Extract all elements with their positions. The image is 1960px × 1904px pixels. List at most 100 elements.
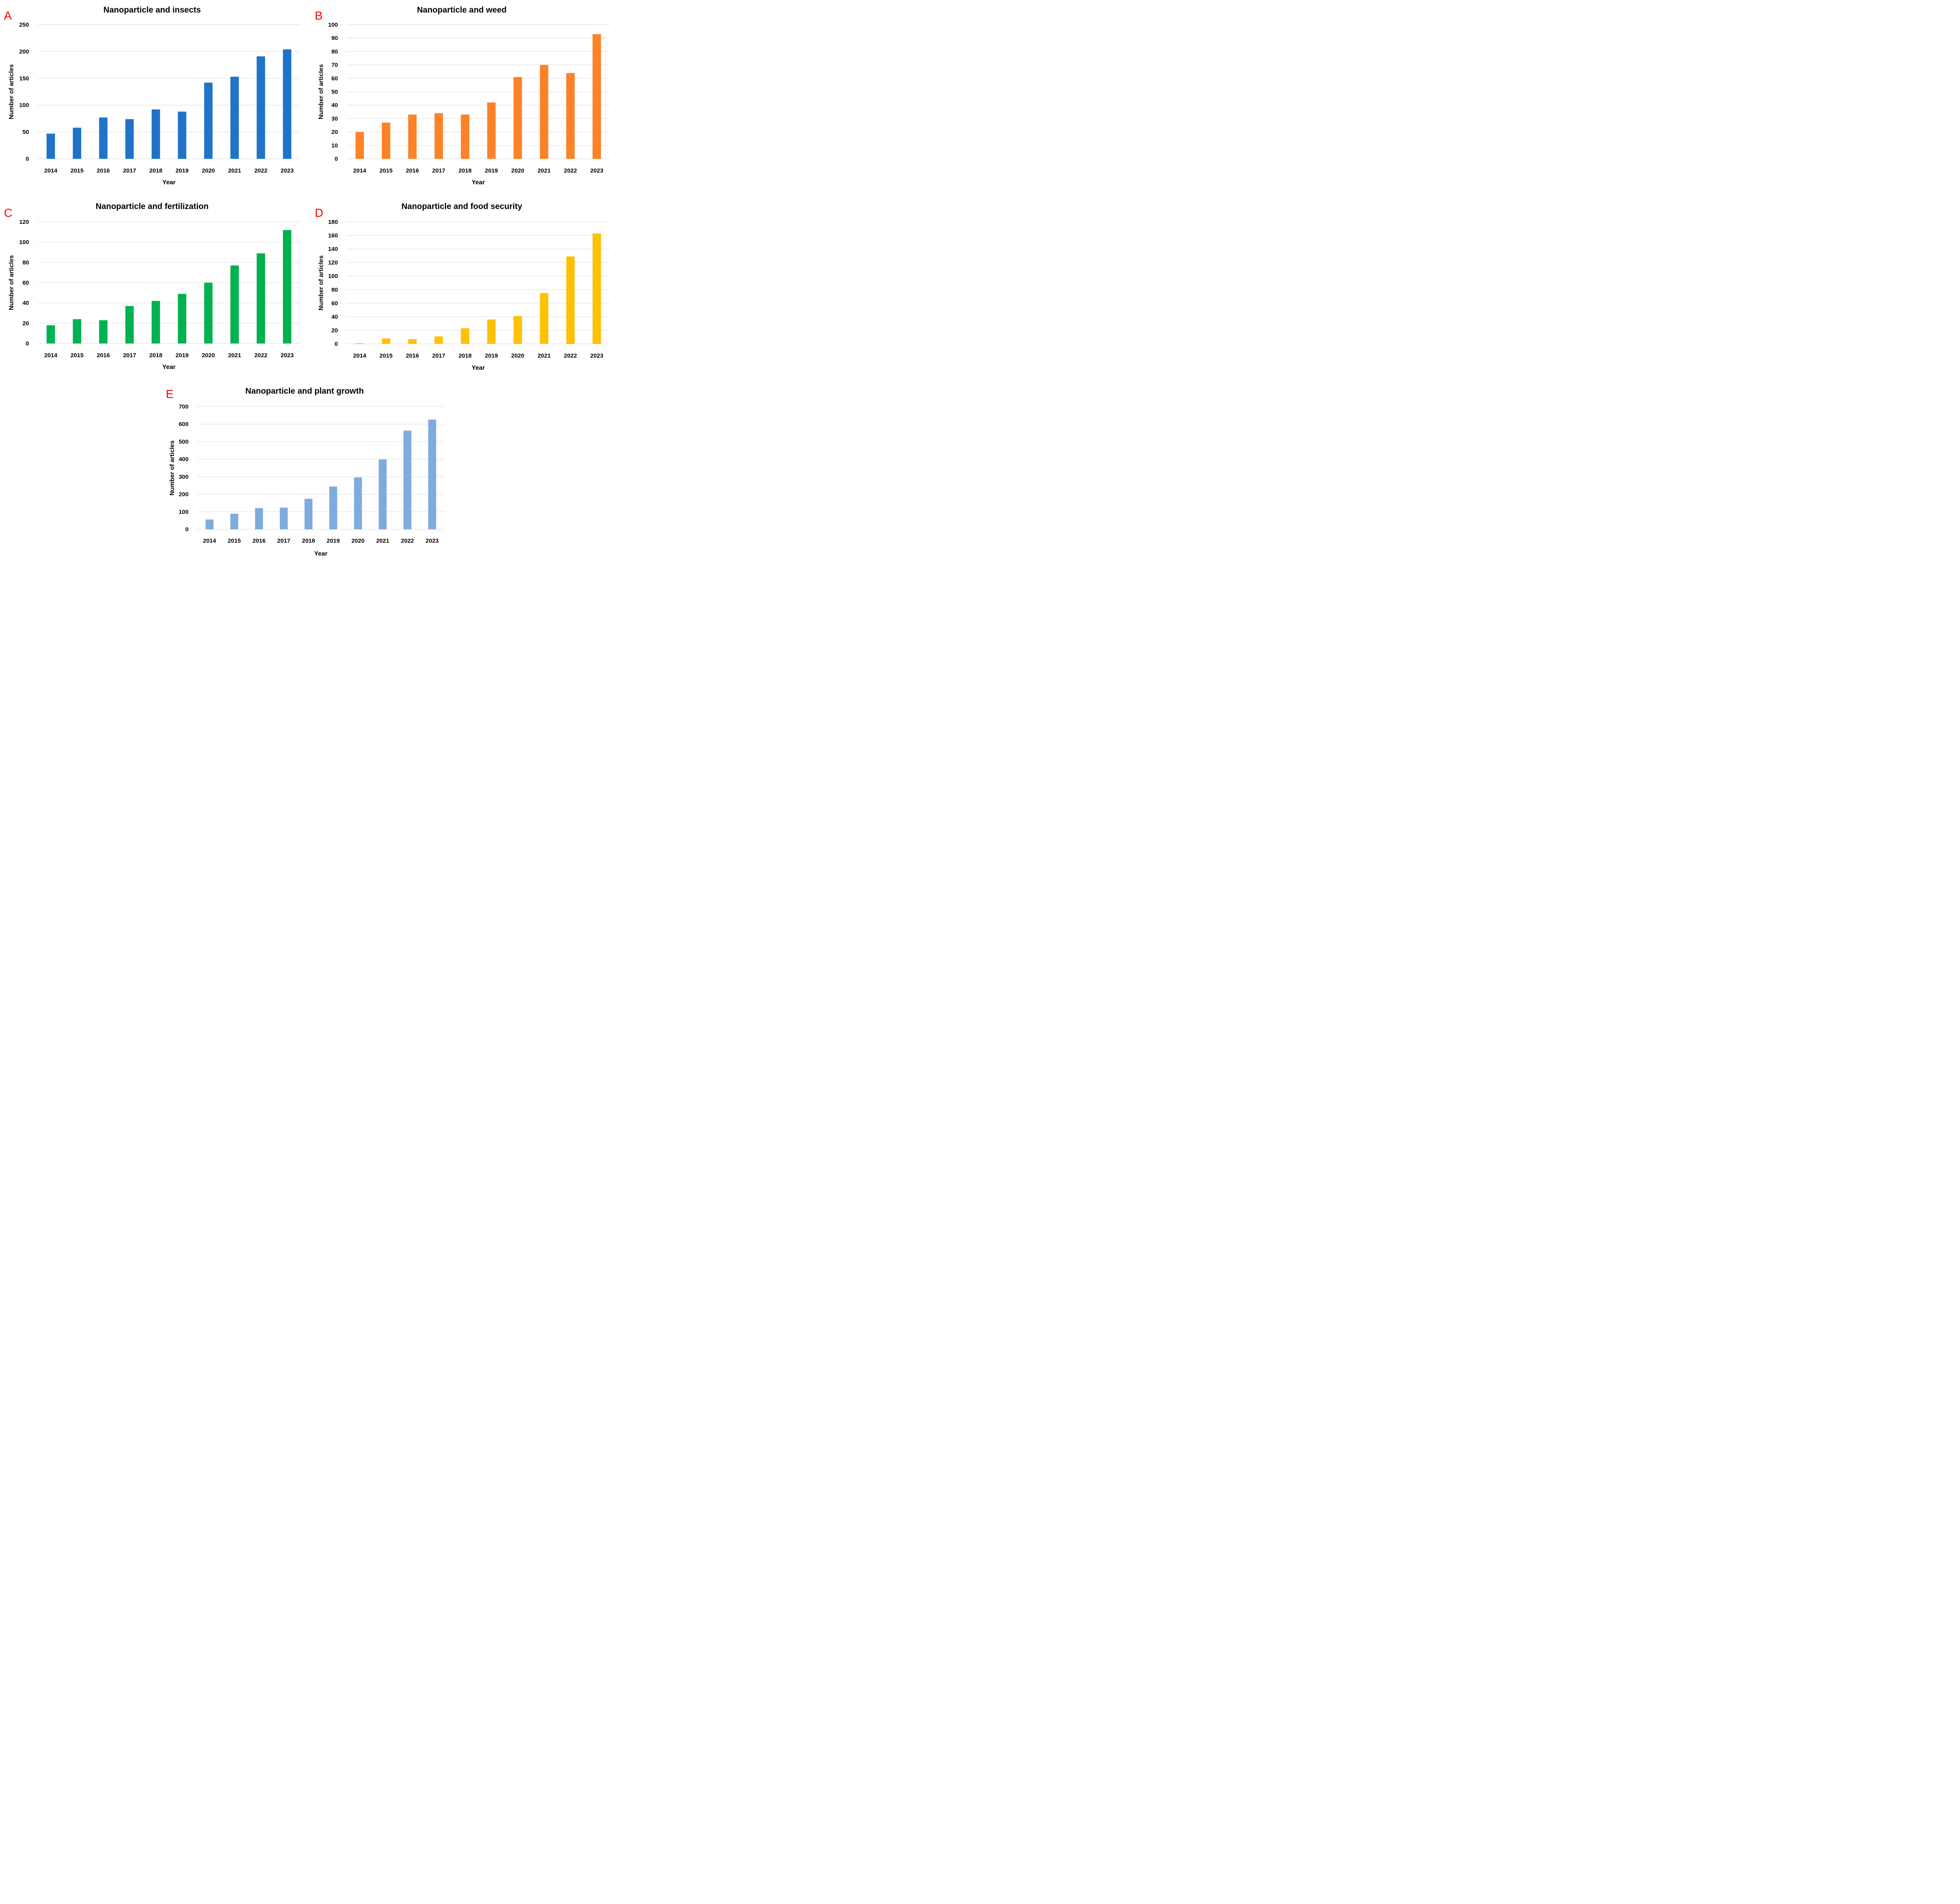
panel-letter: E <box>166 388 174 401</box>
chart-panel-d: 0 20 40 60 80 100 120 140 160 180 2014 2015 2016 2017… <box>315 202 610 371</box>
x-tick-label: 2014 <box>353 167 367 174</box>
y-tick-label: 100 <box>19 239 29 246</box>
bar <box>428 420 436 529</box>
bar <box>178 111 187 159</box>
y-tick-label: 100 <box>19 102 29 109</box>
x-tick-label: 2019 <box>485 352 498 359</box>
y-tick-label: 20 <box>22 320 29 327</box>
y-tick-label: 10 <box>331 142 338 149</box>
chart-title: Nanoparticle and insects <box>103 5 201 15</box>
x-tick-label: 2020 <box>511 352 524 359</box>
y-tick-label: 160 <box>328 233 338 239</box>
bar <box>566 73 575 159</box>
bar <box>487 319 496 344</box>
x-tick-label: 2014 <box>44 352 58 359</box>
bar <box>99 117 108 159</box>
x-tick-label: 2015 <box>228 538 241 544</box>
y-axis-label: Number of articles <box>8 255 15 311</box>
x-tick-label: 2018 <box>149 352 162 359</box>
bar <box>230 76 239 159</box>
y-axis-label: Number of articles <box>8 64 15 120</box>
bar <box>592 34 601 159</box>
chart-panel-c: 0 20 40 60 80 100 120 2014 2015 2016 2017 2018 2019 2… <box>4 202 300 371</box>
bar <box>204 82 213 159</box>
chart-panel-a: 0 50 100 150 200 250 2014 2015 2016 2017 2018 2019 2… <box>4 5 300 186</box>
y-tick-label: 140 <box>328 246 338 253</box>
bar <box>355 343 364 344</box>
x-axis-label: Year <box>162 364 176 371</box>
y-axis-label: Number of articles <box>318 64 325 120</box>
x-tick-label: 2014 <box>203 538 216 544</box>
bar <box>408 339 417 344</box>
bar <box>592 233 601 344</box>
bar <box>403 431 412 529</box>
y-tick-label: 700 <box>179 403 189 410</box>
x-tick-label: 2023 <box>590 352 603 359</box>
y-tick-label: 40 <box>331 102 338 109</box>
y-tick-label: 400 <box>179 456 189 463</box>
y-tick-label: 50 <box>22 129 29 136</box>
y-axis-label: Number of articles <box>318 255 325 311</box>
bar <box>354 477 362 529</box>
bar <box>46 133 55 159</box>
bar <box>151 109 160 159</box>
x-tick-label: 2017 <box>123 352 136 359</box>
bar <box>329 486 338 529</box>
y-tick-label: 80 <box>22 259 29 266</box>
x-tick-label: 2022 <box>564 167 577 174</box>
x-tick-label: 2018 <box>459 352 472 359</box>
y-tick-label: 80 <box>331 287 338 293</box>
bar <box>540 293 548 344</box>
x-tick-label: 2019 <box>176 352 189 359</box>
bar <box>304 499 313 529</box>
y-axis-label: Number of articles <box>169 440 176 496</box>
panel-letter: C <box>4 207 13 220</box>
bar <box>204 283 213 343</box>
panel-letter: B <box>315 9 323 22</box>
bar <box>230 265 239 343</box>
y-tick-label: 20 <box>331 327 338 334</box>
x-tick-label: 2020 <box>202 167 215 174</box>
y-tick-label: 30 <box>331 115 338 122</box>
y-tick-label: 40 <box>22 300 29 307</box>
x-tick-label: 2023 <box>281 167 294 174</box>
y-tick-label: 20 <box>331 129 338 136</box>
panel-letter: D <box>315 207 323 220</box>
bar <box>514 77 522 159</box>
bar <box>73 319 82 343</box>
x-tick-label: 2023 <box>590 167 603 174</box>
y-tick-label: 0 <box>26 340 29 347</box>
y-tick-label: 100 <box>328 273 338 280</box>
x-tick-label: 2021 <box>228 352 241 359</box>
bar <box>178 294 187 343</box>
bar <box>279 507 288 529</box>
chart-title: Nanoparticle and food security <box>401 202 522 211</box>
y-tick-label: 60 <box>22 280 29 286</box>
x-axis-label: Year <box>472 179 485 186</box>
x-axis-label: Year <box>472 365 485 371</box>
y-tick-label: 100 <box>179 509 189 515</box>
y-tick-label: 0 <box>26 156 29 162</box>
x-tick-label: 2015 <box>71 352 83 359</box>
x-tick-label: 2019 <box>327 538 339 544</box>
chart-panel-b: 0 10 20 30 40 50 60 70 80 90 100 2014 2015 2016 2017 20… <box>315 5 610 186</box>
x-tick-label: 2014 <box>44 167 58 174</box>
x-tick-label: 2020 <box>511 167 524 174</box>
bar <box>379 459 387 529</box>
bar <box>461 114 470 159</box>
x-axis-label: Year <box>314 550 328 557</box>
y-tick-label: 80 <box>331 48 338 55</box>
x-tick-label: 2016 <box>406 352 419 359</box>
chart-panel-e: 0 100 200 300 400 500 600 700 2014 2015 2016 2017 20… <box>166 387 445 557</box>
y-tick-label: 0 <box>335 156 338 162</box>
bar <box>514 316 522 344</box>
y-tick-label: 0 <box>335 341 338 347</box>
x-tick-label: 2017 <box>432 167 445 174</box>
x-tick-label: 2022 <box>401 538 414 544</box>
y-tick-label: 100 <box>328 22 338 28</box>
bar <box>382 338 390 344</box>
x-tick-label: 2018 <box>302 538 315 544</box>
bar <box>566 256 575 344</box>
x-tick-label: 2021 <box>537 167 550 174</box>
x-tick-label: 2020 <box>202 352 215 359</box>
